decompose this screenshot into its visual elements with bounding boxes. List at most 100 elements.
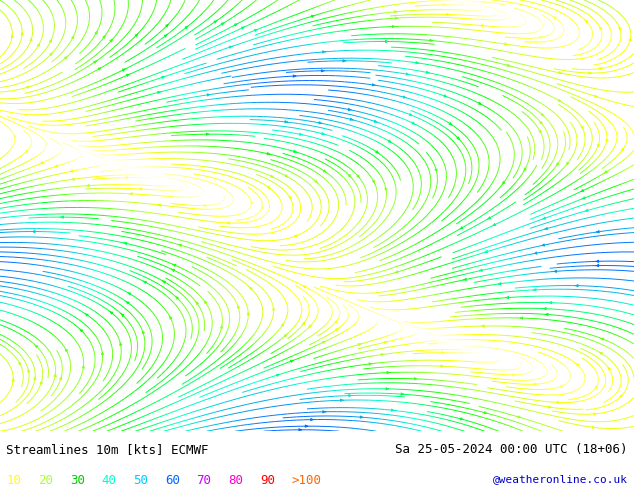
FancyArrowPatch shape	[103, 36, 105, 38]
FancyArrowPatch shape	[534, 252, 537, 254]
FancyArrowPatch shape	[206, 133, 209, 135]
FancyArrowPatch shape	[120, 343, 122, 345]
FancyArrowPatch shape	[441, 351, 444, 354]
FancyArrowPatch shape	[321, 133, 325, 135]
FancyArrowPatch shape	[444, 95, 447, 97]
FancyArrowPatch shape	[596, 260, 598, 263]
FancyArrowPatch shape	[595, 386, 597, 389]
FancyArrowPatch shape	[348, 174, 351, 177]
FancyArrowPatch shape	[403, 96, 406, 98]
FancyArrowPatch shape	[600, 338, 604, 340]
FancyArrowPatch shape	[50, 53, 52, 55]
FancyArrowPatch shape	[557, 163, 559, 165]
FancyArrowPatch shape	[110, 40, 112, 42]
FancyArrowPatch shape	[599, 352, 602, 355]
FancyArrowPatch shape	[314, 180, 318, 183]
FancyArrowPatch shape	[598, 144, 600, 147]
FancyArrowPatch shape	[387, 371, 390, 374]
FancyArrowPatch shape	[549, 301, 552, 304]
FancyArrowPatch shape	[82, 366, 84, 368]
FancyArrowPatch shape	[319, 122, 321, 124]
FancyArrowPatch shape	[139, 188, 141, 190]
FancyArrowPatch shape	[412, 122, 415, 124]
FancyArrowPatch shape	[414, 378, 417, 380]
FancyArrowPatch shape	[545, 227, 548, 229]
FancyArrowPatch shape	[303, 286, 306, 288]
FancyArrowPatch shape	[143, 331, 145, 334]
FancyArrowPatch shape	[54, 374, 56, 376]
FancyArrowPatch shape	[158, 204, 160, 206]
FancyArrowPatch shape	[485, 250, 488, 252]
Text: 80: 80	[228, 474, 243, 488]
FancyArrowPatch shape	[61, 216, 63, 218]
FancyArrowPatch shape	[126, 301, 129, 304]
FancyArrowPatch shape	[534, 383, 537, 385]
FancyArrowPatch shape	[567, 162, 569, 165]
FancyArrowPatch shape	[585, 20, 588, 23]
FancyArrowPatch shape	[293, 75, 296, 77]
FancyArrowPatch shape	[360, 416, 363, 418]
FancyArrowPatch shape	[60, 377, 62, 380]
FancyArrowPatch shape	[545, 314, 548, 316]
Text: 20: 20	[38, 474, 53, 488]
FancyArrowPatch shape	[185, 26, 188, 29]
Text: 10: 10	[6, 474, 22, 488]
FancyArrowPatch shape	[460, 418, 463, 420]
FancyArrowPatch shape	[323, 170, 327, 172]
FancyArrowPatch shape	[21, 32, 23, 35]
FancyArrowPatch shape	[600, 68, 602, 70]
FancyArrowPatch shape	[203, 204, 206, 207]
FancyArrowPatch shape	[207, 94, 210, 96]
FancyArrowPatch shape	[281, 324, 283, 326]
FancyArrowPatch shape	[261, 206, 264, 209]
FancyArrowPatch shape	[235, 24, 238, 26]
Text: 50: 50	[133, 474, 148, 488]
FancyArrowPatch shape	[518, 416, 521, 418]
FancyArrowPatch shape	[110, 311, 113, 314]
FancyArrowPatch shape	[205, 301, 207, 304]
FancyArrowPatch shape	[482, 325, 484, 327]
FancyArrowPatch shape	[588, 72, 592, 74]
FancyArrowPatch shape	[581, 190, 584, 192]
FancyArrowPatch shape	[389, 140, 392, 143]
FancyArrowPatch shape	[221, 326, 223, 328]
FancyArrowPatch shape	[221, 23, 224, 25]
FancyArrowPatch shape	[449, 122, 453, 125]
FancyArrowPatch shape	[322, 341, 325, 343]
FancyArrowPatch shape	[541, 113, 544, 117]
FancyArrowPatch shape	[267, 152, 270, 155]
FancyArrowPatch shape	[503, 182, 505, 184]
FancyArrowPatch shape	[94, 60, 97, 63]
FancyArrowPatch shape	[118, 169, 121, 171]
FancyArrowPatch shape	[30, 38, 32, 41]
FancyArrowPatch shape	[46, 143, 48, 145]
FancyArrowPatch shape	[126, 74, 129, 76]
FancyArrowPatch shape	[391, 409, 394, 411]
FancyArrowPatch shape	[595, 95, 597, 97]
FancyArrowPatch shape	[559, 99, 562, 102]
FancyArrowPatch shape	[506, 296, 508, 298]
FancyArrowPatch shape	[441, 365, 444, 368]
FancyArrowPatch shape	[553, 270, 557, 272]
FancyArrowPatch shape	[165, 24, 168, 27]
FancyArrowPatch shape	[479, 269, 482, 271]
FancyArrowPatch shape	[124, 243, 127, 245]
FancyArrowPatch shape	[11, 35, 13, 37]
FancyArrowPatch shape	[620, 395, 622, 397]
FancyArrowPatch shape	[164, 34, 167, 37]
FancyArrowPatch shape	[406, 73, 409, 75]
Text: 30: 30	[70, 474, 85, 488]
FancyArrowPatch shape	[348, 108, 351, 111]
FancyArrowPatch shape	[505, 43, 508, 45]
FancyArrowPatch shape	[158, 92, 160, 94]
FancyArrowPatch shape	[481, 24, 484, 26]
Text: 90: 90	[260, 474, 275, 488]
Text: 70: 70	[197, 474, 212, 488]
FancyArrowPatch shape	[86, 184, 89, 187]
FancyArrowPatch shape	[597, 231, 599, 233]
FancyArrowPatch shape	[463, 278, 467, 280]
FancyArrowPatch shape	[520, 317, 523, 319]
FancyArrowPatch shape	[72, 36, 74, 39]
FancyArrowPatch shape	[294, 150, 297, 152]
FancyArrowPatch shape	[434, 343, 437, 344]
